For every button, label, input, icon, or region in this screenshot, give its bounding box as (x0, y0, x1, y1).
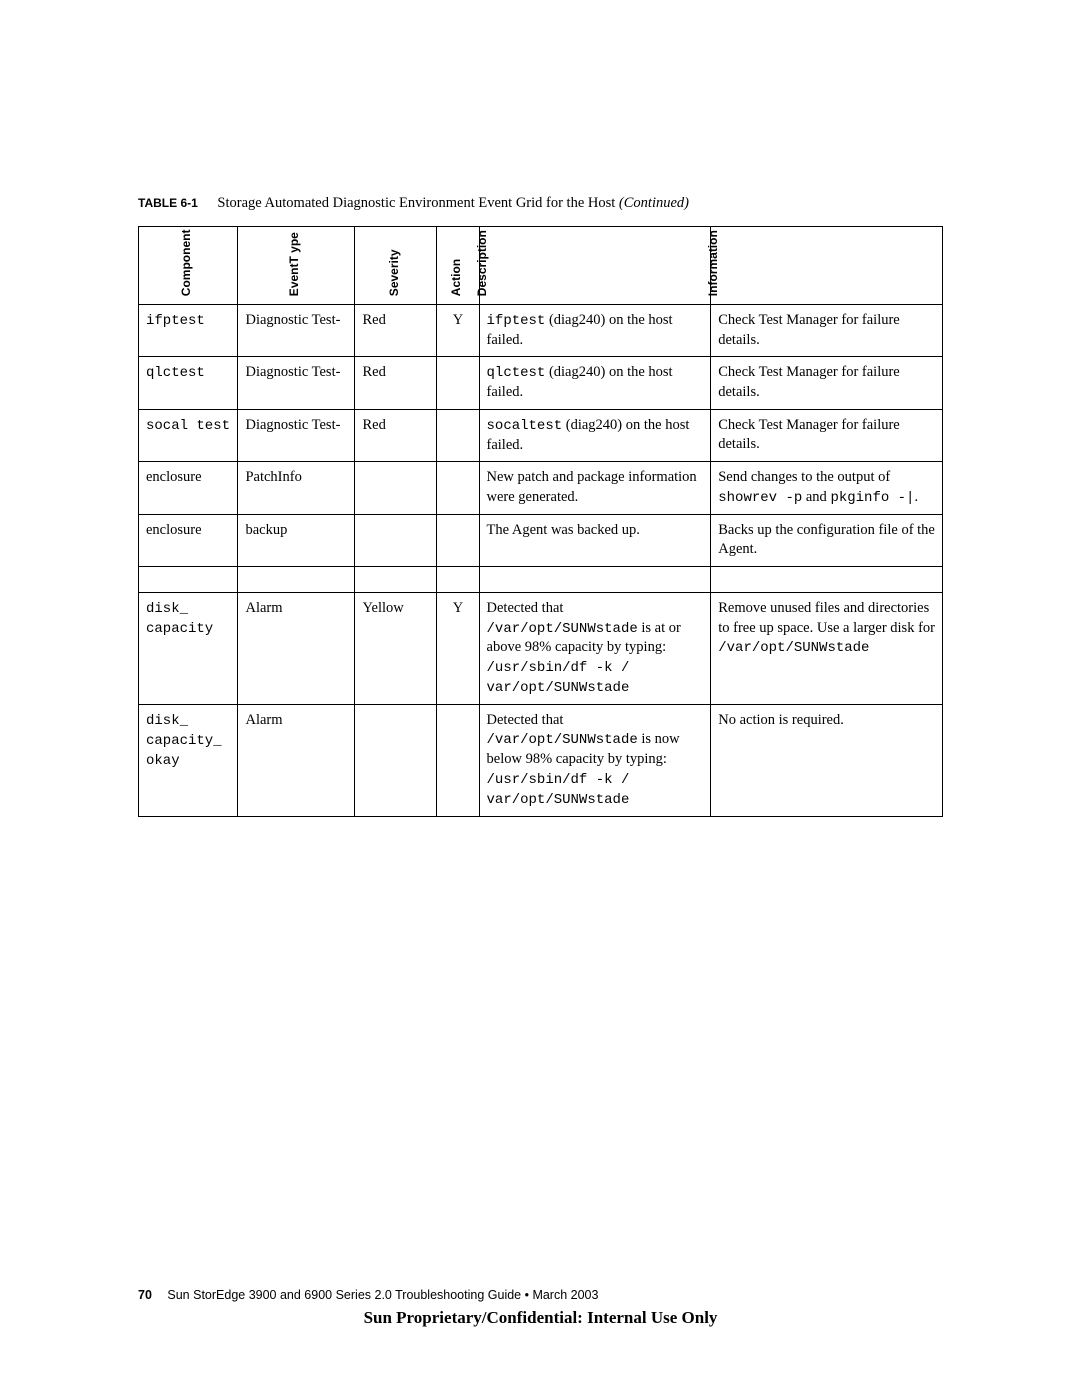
cell-component: disk_ capacity_ okay (139, 704, 238, 816)
cell-description: Detected that /var/opt/SUNWstade is now … (479, 704, 711, 816)
page-number: 70 (138, 1288, 152, 1302)
table-body: ifptestDiagnostic Test-RedYifptest (diag… (139, 305, 943, 817)
footer-doc-title: Sun StorEdge 3900 and 6900 Series 2.0 Tr… (167, 1288, 598, 1302)
cell-description: Detected that /var/opt/SUNWstade is at o… (479, 592, 711, 704)
table-row: ifptestDiagnostic Test-RedYifptest (diag… (139, 305, 943, 357)
footer-confidential: Sun Proprietary/Confidential: Internal U… (138, 1308, 943, 1328)
table-row: socal testDiagnostic Test-Red socaltest (… (139, 409, 943, 461)
col-information: Information (711, 227, 943, 305)
col-description: Description (479, 227, 711, 305)
cell-action (437, 357, 479, 409)
footer-line-1: 70 Sun StorEdge 3900 and 6900 Series 2.0… (138, 1288, 943, 1302)
table-caption: TABLE 6-1 Storage Automated Diagnostic E… (138, 195, 943, 212)
cell-event: Alarm (238, 592, 355, 704)
cell-event: Diagnostic Test- (238, 305, 355, 357)
cell-event: Diagnostic Test- (238, 357, 355, 409)
cell-severity (355, 704, 437, 816)
col-severity: Severity (355, 227, 437, 305)
cell-action: Y (437, 305, 479, 357)
cell-event: Diagnostic Test- (238, 409, 355, 461)
cell-action (437, 462, 479, 514)
table-row (139, 566, 943, 592)
cell-information: Check Test Manager for failure details. (711, 409, 943, 461)
cell-information: Check Test Manager for failure details. (711, 357, 943, 409)
cell-action (437, 514, 479, 566)
cell-event: backup (238, 514, 355, 566)
cell-severity: Red (355, 305, 437, 357)
cell-description: ifptest (diag240) on the host failed. (479, 305, 711, 357)
table-row: disk_ capacityAlarmYellowYDetected that … (139, 592, 943, 704)
cell-information: No action is required. (711, 704, 943, 816)
table-label: TABLE 6-1 (138, 196, 198, 210)
cell-information: Check Test Manager for failure details. (711, 305, 943, 357)
cell-event: PatchInfo (238, 462, 355, 514)
cell-description: socaltest (diag240) on the host failed. (479, 409, 711, 461)
cell-component: enclosure (139, 514, 238, 566)
page-content: TABLE 6-1 Storage Automated Diagnostic E… (138, 195, 943, 817)
cell-description: qlctest (diag240) on the host failed. (479, 357, 711, 409)
table-header-row: Component EventT ype Severity Action Des… (139, 227, 943, 305)
cell-action (437, 704, 479, 816)
col-eventtype: EventT ype (238, 227, 355, 305)
cell-event: Alarm (238, 704, 355, 816)
cell-component: enclosure (139, 462, 238, 514)
table-row: enclosurebackup The Agent was backed up.B… (139, 514, 943, 566)
cell-information: Remove unused files and directories to f… (711, 592, 943, 704)
cell-severity (355, 462, 437, 514)
cell-severity: Red (355, 357, 437, 409)
cell-action: Y (437, 592, 479, 704)
cell-severity: Yellow (355, 592, 437, 704)
cell-component: qlctest (139, 357, 238, 409)
table-row: qlctestDiagnostic Test-Red qlctest (diag2… (139, 357, 943, 409)
event-grid-table: Component EventT ype Severity Action Des… (138, 226, 943, 817)
table-caption-continued: (Continued) (619, 195, 689, 211)
col-component: Component (139, 227, 238, 305)
col-action: Action (437, 227, 479, 305)
table-row: enclosurePatchInfo New patch and package … (139, 462, 943, 514)
cell-severity: Red (355, 409, 437, 461)
cell-component: disk_ capacity (139, 592, 238, 704)
table-caption-text: Storage Automated Diagnostic Environment… (217, 195, 619, 211)
table-row: disk_ capacity_ okayAlarm Detected that /… (139, 704, 943, 816)
cell-information: Send changes to the output of showrev -p… (711, 462, 943, 514)
cell-component: ifptest (139, 305, 238, 357)
cell-information: Backs up the configuration file of the A… (711, 514, 943, 566)
page-footer: 70 Sun StorEdge 3900 and 6900 Series 2.0… (138, 1288, 943, 1328)
cell-description: The Agent was backed up. (479, 514, 711, 566)
cell-severity (355, 514, 437, 566)
cell-action (437, 409, 479, 461)
cell-component: socal test (139, 409, 238, 461)
cell-description: New patch and package information were g… (479, 462, 711, 514)
